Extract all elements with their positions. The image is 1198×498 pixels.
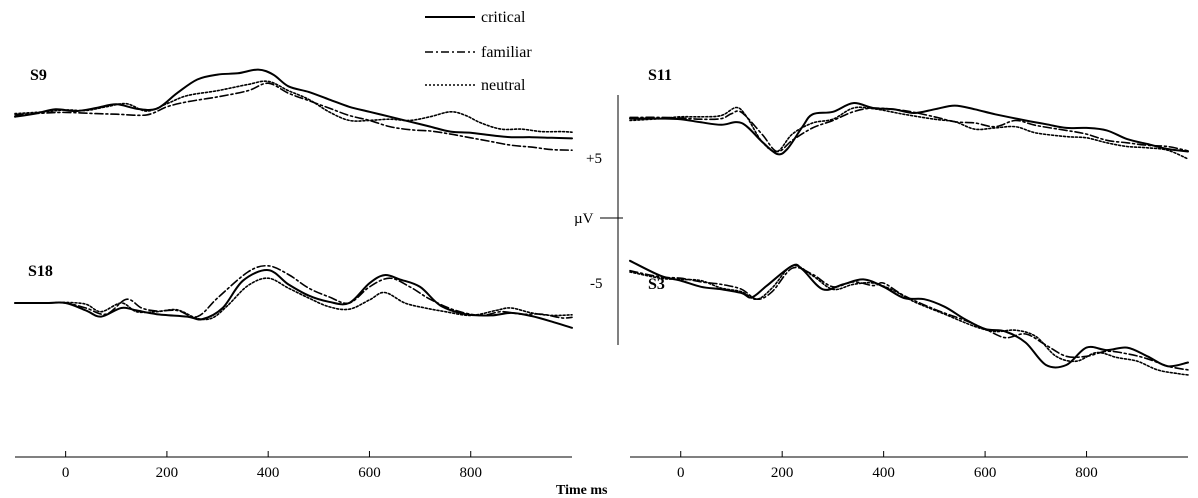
series-neutral-s11: [629, 106, 1189, 160]
x-tick-label-0: 0: [677, 465, 685, 481]
x-tick-label-800: 800: [1075, 465, 1098, 481]
amplitude-unit-label: µV: [574, 211, 594, 227]
series-familiar-s18: [14, 264, 573, 319]
amplitude-plus-label: +5: [586, 151, 602, 167]
x-tick-label-200: 200: [156, 465, 179, 481]
panel-s9: S9: [14, 67, 573, 151]
series-critical-s3: [629, 259, 1189, 369]
series-critical-s9: [14, 68, 573, 140]
x-tick-label-400: 400: [257, 465, 280, 481]
series-critical-s18: [14, 269, 573, 329]
series-familiar-s11: [629, 107, 1189, 153]
series-neutral-s18: [14, 277, 573, 321]
subject-label-s18: S18: [28, 263, 53, 280]
x-tick-label-0: 0: [62, 465, 70, 481]
panel-s3: S3 0 200 400 600 800: [629, 259, 1189, 481]
x-tick-label-200: 200: [771, 465, 794, 481]
legend-familiar-label: familiar: [481, 44, 532, 61]
subject-label-s3: S3: [648, 276, 665, 293]
amplitude-minus-label: -5: [590, 276, 603, 292]
amplitude-scale: +5 µV -5: [574, 95, 623, 345]
series-familiar-s9: [14, 82, 573, 151]
legend: critical familiar neutral: [425, 9, 532, 94]
subject-label-s11: S11: [648, 67, 672, 84]
x-tick-label-600: 600: [358, 465, 381, 481]
x-tick-label-400: 400: [872, 465, 895, 481]
panel-s11: S11: [629, 67, 1189, 160]
legend-critical-label: critical: [481, 9, 526, 26]
series-neutral-s9: [14, 80, 573, 133]
x-tick-label-800: 800: [459, 465, 482, 481]
legend-neutral-label: neutral: [481, 77, 526, 94]
x-axis-title: Time ms: [556, 483, 608, 498]
series-familiar-s3: [629, 266, 1189, 371]
waveform-panels: S9 S18 0 200 400 600 800 S11 S3 0 200 400 600 800: [14, 67, 1189, 481]
panel-s18: S18 0 200 400 600 800: [14, 263, 573, 481]
x-tick-label-600: 600: [974, 465, 997, 481]
subject-label-s9: S9: [30, 67, 47, 84]
series-neutral-s3: [629, 264, 1189, 376]
